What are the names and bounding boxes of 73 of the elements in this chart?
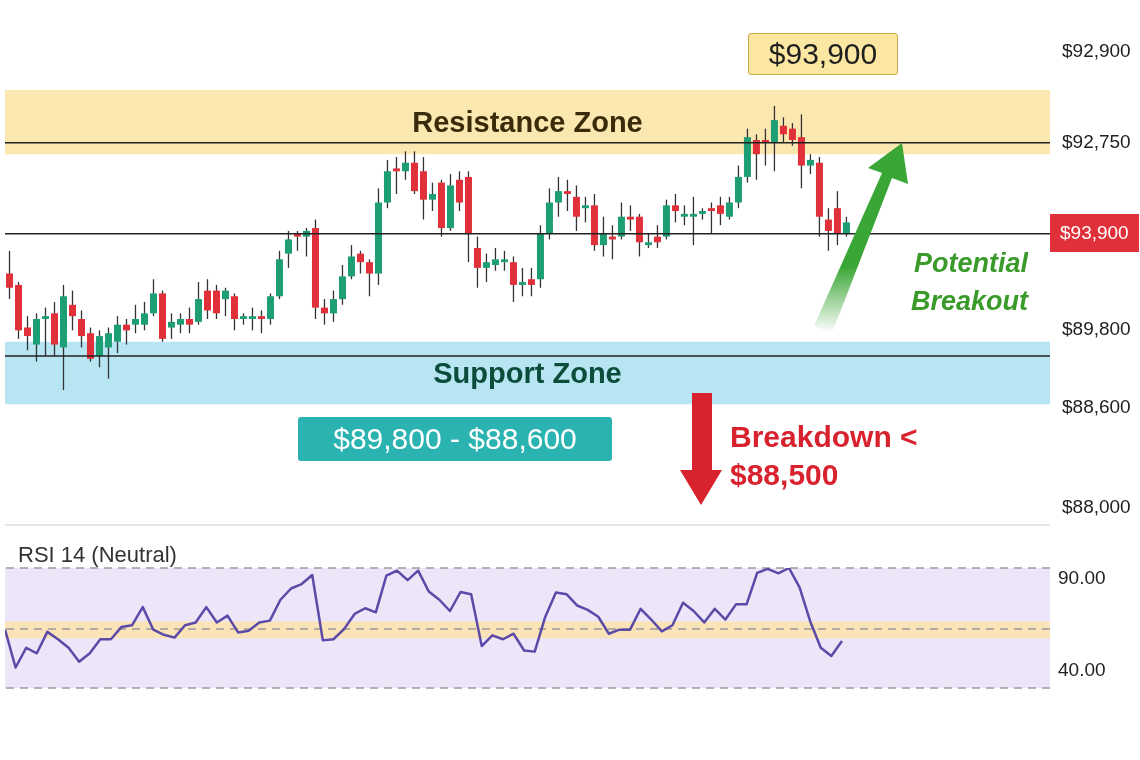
candlestick (689, 196, 697, 246)
candlestick (563, 179, 571, 212)
candlestick (680, 204, 688, 226)
candlestick (509, 255, 517, 303)
text: $92,900 (1062, 40, 1131, 62)
candlestick (6, 250, 13, 300)
candlestick (284, 230, 292, 269)
candlestick (707, 201, 715, 235)
chart-title: RSI 14 (Neutral) (18, 542, 177, 568)
candlestick (230, 292, 238, 332)
candlestick (347, 244, 355, 280)
candlestick (788, 122, 796, 147)
candlestick (491, 247, 499, 272)
text: $89,800 - $88,600 (298, 417, 612, 461)
text: Potential Breakout (909, 247, 1028, 318)
candlestick (194, 281, 202, 326)
candlestick (266, 292, 274, 326)
candlestick (779, 116, 787, 144)
line-series (5, 568, 844, 669)
candlestick (69, 289, 76, 332)
candlestick (455, 170, 463, 212)
candlestick (338, 264, 346, 306)
candlestick (221, 287, 229, 317)
candlestick (500, 250, 508, 272)
candlestick (131, 304, 139, 334)
candlestick (671, 193, 679, 224)
candlestick (401, 150, 409, 181)
candlestick (473, 235, 481, 289)
y-tick-label: 90.00 (1058, 566, 1106, 588)
candlestick (77, 309, 85, 349)
candlestick (527, 267, 535, 297)
text: $92,750 (1062, 131, 1131, 153)
candlestick (185, 306, 193, 334)
candlestick (581, 196, 589, 224)
candlestick (167, 312, 175, 340)
text: $89,800 (1062, 318, 1131, 340)
candlestick (392, 156, 400, 195)
candlestick (203, 278, 211, 320)
candlestick (329, 289, 337, 323)
text: $88,600 (1062, 396, 1131, 418)
candlestick (149, 278, 157, 317)
candlestick (842, 216, 850, 238)
candlestick (140, 301, 148, 332)
candlestick (824, 207, 832, 252)
candlestick (716, 196, 724, 226)
candlestick (626, 204, 634, 232)
candlestick (113, 315, 121, 354)
text: $93,900 (748, 33, 898, 75)
candlestick (176, 312, 184, 334)
y-tick-label: 40.00 (1058, 659, 1106, 681)
candlestick (365, 258, 373, 297)
band-label: Resistance Zone (412, 106, 643, 139)
candlestick (257, 309, 265, 334)
candlestick (572, 184, 580, 232)
candlestick (95, 329, 103, 368)
candlestick (42, 306, 49, 357)
candlestick (212, 284, 220, 320)
text: $88,000 (1062, 496, 1131, 518)
candlestick (770, 105, 778, 172)
candlestick (104, 326, 112, 380)
candlestick (806, 153, 814, 175)
candlestick (725, 196, 733, 221)
candlestick (482, 253, 490, 283)
candlestick (248, 306, 256, 332)
candlestick (24, 315, 31, 351)
band-label: Support Zone (433, 357, 622, 390)
candlestick (428, 181, 436, 212)
candlestick (356, 250, 364, 275)
candlestick (518, 267, 526, 297)
candlestick (554, 176, 562, 218)
candlestick (617, 201, 625, 241)
text: Breakdown < $88,500 (730, 419, 919, 493)
text: $93,900 (1050, 214, 1139, 252)
